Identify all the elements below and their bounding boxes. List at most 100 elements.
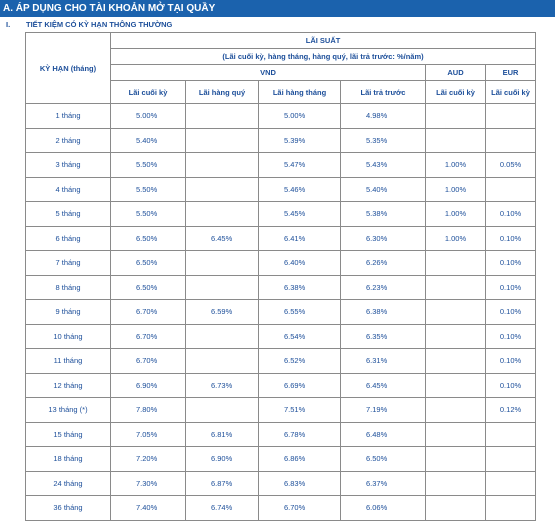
banner: A. ÁP DỤNG CHO TÀI KHOẢN MỞ TẠI QUẦY bbox=[0, 0, 555, 17]
rate-cell: 0.05% bbox=[484, 152, 537, 178]
rate-cell: 5.50% bbox=[110, 176, 186, 202]
rate-cell: 6.70% bbox=[110, 323, 186, 349]
rate-cell: 5.46% bbox=[258, 176, 341, 202]
table-row: 6 tháng 6.50% 6.45% 6.41% 6.30% 1.00% 0.10% bbox=[25, 225, 537, 251]
rate-cell: 7.40% bbox=[110, 495, 186, 521]
table-row: 36 tháng 7.40% 6.74% 6.70% 6.06% bbox=[25, 495, 537, 521]
rate-cell bbox=[425, 103, 486, 129]
table-row: 7 tháng 6.50% 6.40% 6.26% 0.10% bbox=[25, 250, 537, 276]
rate-cell bbox=[484, 470, 537, 496]
table-row: 5 tháng 5.50% 5.45% 5.38% 1.00% 0.10% bbox=[25, 201, 537, 227]
rate-cell: 6.90% bbox=[110, 372, 186, 398]
rate-cell bbox=[185, 103, 259, 129]
rate-cell: 0.10% bbox=[484, 250, 537, 276]
term-cell: 13 tháng (*) bbox=[25, 397, 111, 423]
term-header: KỲ HẠN (tháng) bbox=[25, 32, 111, 104]
rate-cell bbox=[425, 299, 486, 325]
table-row: 24 tháng 7.30% 6.87% 6.83% 6.37% bbox=[25, 470, 537, 496]
term-cell: 4 tháng bbox=[25, 176, 111, 202]
rate-cell: 6.55% bbox=[258, 299, 341, 325]
rate-cell: 5.00% bbox=[110, 103, 186, 129]
rate-cell: 6.59% bbox=[185, 299, 259, 325]
rate-cell bbox=[185, 274, 259, 300]
term-cell: 10 tháng bbox=[25, 323, 111, 349]
rate-cell: 6.70% bbox=[110, 299, 186, 325]
rate-cell: 6.50% bbox=[340, 446, 426, 472]
rate-cell: 6.35% bbox=[340, 323, 426, 349]
term-cell: 36 tháng bbox=[25, 495, 111, 521]
rate-cell bbox=[425, 274, 486, 300]
table-row: 10 tháng 6.70% 6.54% 6.35% 0.10% bbox=[25, 323, 537, 349]
rate-cell: 0.12% bbox=[484, 397, 537, 423]
rate-cell: 6.50% bbox=[110, 250, 186, 276]
rate-cell: 6.69% bbox=[258, 372, 341, 398]
rate-cell: 5.00% bbox=[258, 103, 341, 129]
rate-note: (Lãi cuối kỳ, hàng tháng, hàng quý, lãi … bbox=[109, 48, 537, 65]
rate-cell: 6.06% bbox=[340, 495, 426, 521]
rate-cell bbox=[425, 446, 486, 472]
rate-cell: 6.41% bbox=[258, 225, 341, 251]
rate-cell: 5.47% bbox=[258, 152, 341, 178]
rate-cell bbox=[484, 495, 537, 521]
rate-cell: 6.83% bbox=[258, 470, 341, 496]
rate-cell: 6.38% bbox=[258, 274, 341, 300]
rate-cell bbox=[425, 495, 486, 521]
rate-cell: 6.74% bbox=[185, 495, 259, 521]
term-cell: 11 tháng bbox=[25, 348, 111, 374]
table-row: 8 tháng 6.50% 6.38% 6.23% 0.10% bbox=[25, 274, 537, 300]
rate-cell: 6.70% bbox=[110, 348, 186, 374]
rate-cell: 6.70% bbox=[258, 495, 341, 521]
table-row: 3 tháng 5.50% 5.47% 5.43% 1.00% 0.05% bbox=[25, 152, 537, 178]
rate-header: LÃI SUẤT bbox=[109, 32, 537, 49]
rate-cell: 0.10% bbox=[484, 225, 537, 251]
term-cell: 2 tháng bbox=[25, 127, 111, 153]
table-row: 15 tháng 7.05% 6.81% 6.78% 6.48% bbox=[25, 421, 537, 447]
currency: VND bbox=[110, 64, 426, 81]
term-cell: 8 tháng bbox=[25, 274, 111, 300]
rate-cell bbox=[425, 348, 486, 374]
table-row: 11 tháng 6.70% 6.52% 6.31% 0.10% bbox=[25, 348, 537, 374]
rate-cell: 6.50% bbox=[110, 274, 186, 300]
section-number: I. bbox=[6, 20, 11, 29]
rate-cell: 0.10% bbox=[484, 274, 537, 300]
term-cell: 1 tháng bbox=[25, 103, 111, 129]
column-header: Lãi trả trước bbox=[340, 80, 426, 104]
table-row: 2 tháng 5.40% 5.39% 5.35% bbox=[25, 127, 537, 153]
rate-cell: 5.40% bbox=[340, 176, 426, 202]
table-row: 12 tháng 6.90% 6.73% 6.69% 6.45% 0.10% bbox=[25, 372, 537, 398]
rate-cell bbox=[425, 421, 486, 447]
rate-cell bbox=[185, 348, 259, 374]
rate-cell bbox=[185, 176, 259, 202]
rate-cell: 5.50% bbox=[110, 201, 186, 227]
rate-cell: 6.26% bbox=[340, 250, 426, 276]
rate-cell: 7.19% bbox=[340, 397, 426, 423]
rate-cell: 6.86% bbox=[258, 446, 341, 472]
rate-cell bbox=[185, 323, 259, 349]
rate-cell bbox=[185, 250, 259, 276]
rate-cell bbox=[484, 127, 537, 153]
rate-cell: 6.54% bbox=[258, 323, 341, 349]
rate-cell: 7.05% bbox=[110, 421, 186, 447]
rate-cell: 0.10% bbox=[484, 348, 537, 374]
rate-table: KỲ HẠN (tháng) LÃI SUẤT (Lãi cuối kỳ, hàn… bbox=[25, 32, 537, 521]
rate-cell: 5.40% bbox=[110, 127, 186, 153]
rate-cell: 6.45% bbox=[340, 372, 426, 398]
table-row: 4 tháng 5.50% 5.46% 5.40% 1.00% bbox=[25, 176, 537, 202]
rate-cell: 6.23% bbox=[340, 274, 426, 300]
rate-cell: 6.87% bbox=[185, 470, 259, 496]
term-cell: 6 tháng bbox=[25, 225, 111, 251]
rate-cell bbox=[425, 470, 486, 496]
rate-cell: 6.31% bbox=[340, 348, 426, 374]
rate-cell bbox=[425, 372, 486, 398]
rate-cell: 1.00% bbox=[425, 201, 486, 227]
column-header: Lãi cuối kỳ bbox=[425, 80, 486, 104]
rate-cell: 5.38% bbox=[340, 201, 426, 227]
rate-cell bbox=[425, 397, 486, 423]
term-cell: 24 tháng bbox=[25, 470, 111, 496]
rate-cell: 0.10% bbox=[484, 372, 537, 398]
rate-cell: 1.00% bbox=[425, 225, 486, 251]
rate-cell bbox=[185, 127, 259, 153]
rate-cell: 6.38% bbox=[340, 299, 426, 325]
currency: AUD bbox=[425, 64, 486, 81]
